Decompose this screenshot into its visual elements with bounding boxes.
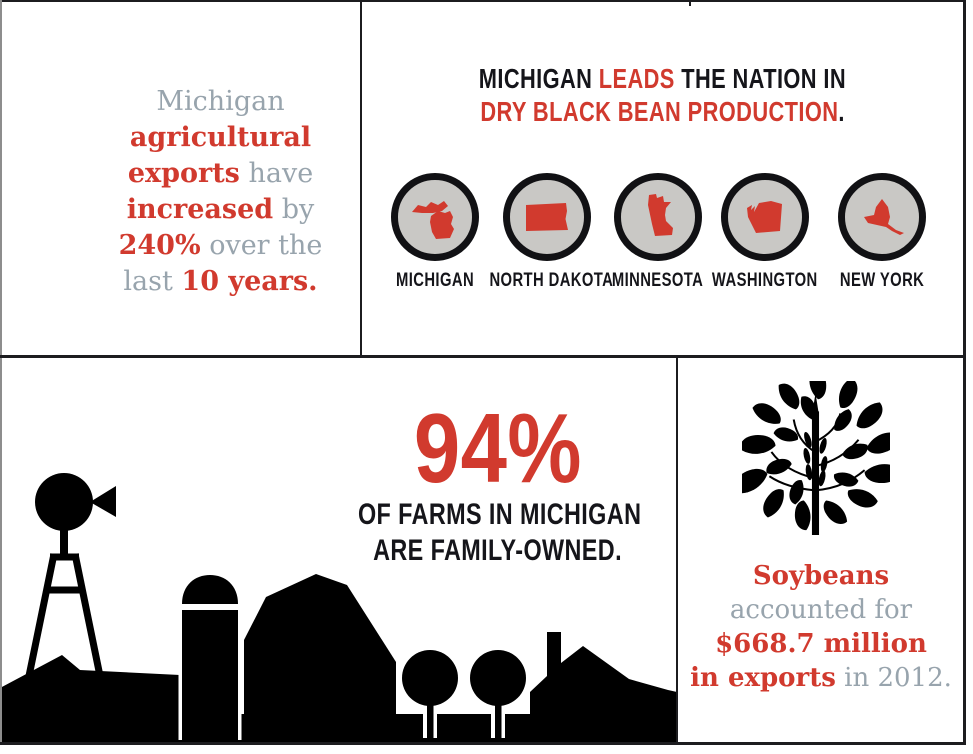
bottom-row-divider bbox=[676, 355, 678, 745]
state-label: MICHIGAN bbox=[395, 270, 475, 291]
exports-line: increased by bbox=[80, 192, 361, 228]
washington-state-icon bbox=[721, 173, 809, 261]
state-label: NORTH DAKOTA bbox=[489, 270, 614, 291]
farms-caption-line2: ARE FAMILY-OWNED. bbox=[373, 534, 623, 567]
soybeans-line: in exports in 2012. bbox=[676, 661, 966, 695]
exports-line: agricultural bbox=[80, 120, 361, 156]
exports-line: last 10 years. bbox=[80, 264, 361, 300]
text-segment: MICHIGAN bbox=[478, 63, 599, 94]
text-segment: increased bbox=[126, 194, 274, 225]
text-segment: over the bbox=[200, 230, 323, 261]
horizontal-divider bbox=[0, 355, 966, 358]
state-item-new-york: NEW YORK bbox=[807, 173, 957, 292]
text-segment: 10 years. bbox=[181, 266, 318, 297]
soybeans-line: accounted for bbox=[676, 593, 966, 627]
exports-statement: Michigan agricultural exports have incre… bbox=[0, 84, 361, 300]
text-segment: LEADS bbox=[598, 63, 675, 94]
text-segment: Soybeans bbox=[752, 561, 890, 591]
text-segment: exports bbox=[127, 158, 240, 189]
soybeans-line: Soybeans bbox=[676, 559, 966, 593]
tree-icon bbox=[470, 650, 526, 744]
exports-line: 240% over the bbox=[80, 228, 361, 264]
text-segment: last bbox=[123, 266, 182, 297]
state-label: WASHINGTON bbox=[712, 270, 818, 291]
state-label: MINNESOTA bbox=[612, 270, 704, 291]
text-segment: agricultural bbox=[129, 122, 312, 153]
soybean-plant-icon bbox=[742, 381, 890, 535]
soybeans-statement: Soybeans accounted for $668.7 million in… bbox=[676, 559, 966, 695]
exports-line: exports have bbox=[80, 156, 361, 192]
states-row: MICHIGAN NORTH DAKOTA MINNESOTA bbox=[0, 173, 973, 303]
state-item-washington: WASHINGTON bbox=[690, 173, 840, 292]
farms-caption: OF FARMS IN MICHIGAN ARE FAMILY-OWNED. bbox=[318, 497, 678, 569]
exports-line: Michigan bbox=[80, 84, 361, 120]
text-segment: THE NATION IN bbox=[674, 63, 847, 94]
bottom-border bbox=[0, 742, 966, 745]
text-segment: DRY BLACK BEAN PRODUCTION bbox=[480, 96, 839, 127]
silo-icon bbox=[178, 575, 242, 744]
state-item-minnesota: MINNESOTA bbox=[583, 173, 733, 292]
text-segment: by bbox=[273, 194, 315, 225]
text-segment: in 2012. bbox=[835, 663, 952, 693]
soybeans-line: $668.7 million bbox=[676, 627, 966, 661]
michigan-state-icon bbox=[391, 173, 479, 261]
state-item-michigan: MICHIGAN bbox=[360, 173, 510, 292]
north-dakota-state-icon bbox=[503, 173, 591, 261]
top-edge-tick bbox=[689, 0, 691, 6]
farms-stat: 94% bbox=[413, 393, 583, 503]
text-segment: Michigan bbox=[156, 86, 285, 117]
right-border bbox=[963, 0, 966, 745]
state-item-north-dakota: NORTH DAKOTA bbox=[472, 173, 622, 292]
barn-icon bbox=[244, 574, 396, 744]
windmill-icon bbox=[25, 473, 116, 677]
top-border bbox=[0, 0, 966, 2]
text-segment: accounted for bbox=[729, 595, 913, 625]
beans-heading: MICHIGAN LEADS THE NATION IN DRY BLACK B… bbox=[361, 62, 964, 128]
top-row-divider bbox=[360, 0, 362, 357]
beans-heading-line1: MICHIGAN LEADS THE NATION IN bbox=[361, 62, 964, 95]
minnesota-state-icon bbox=[614, 173, 702, 261]
text-segment: . bbox=[838, 96, 845, 127]
text-segment: have bbox=[239, 158, 314, 189]
house-icon bbox=[530, 632, 677, 744]
tree-icon bbox=[402, 650, 458, 744]
beans-heading-line2: DRY BLACK BEAN PRODUCTION. bbox=[361, 95, 964, 128]
farm-silhouette-illustration bbox=[0, 473, 678, 744]
text-segment: $668.7 million bbox=[715, 629, 927, 659]
new-york-state-icon bbox=[838, 173, 926, 261]
farms-caption-line1: OF FARMS IN MICHIGAN bbox=[357, 498, 642, 531]
text-segment: in exports bbox=[690, 663, 836, 693]
text-segment: 240% bbox=[118, 230, 201, 261]
left-border bbox=[0, 0, 2, 745]
state-label: NEW YORK bbox=[839, 270, 925, 291]
